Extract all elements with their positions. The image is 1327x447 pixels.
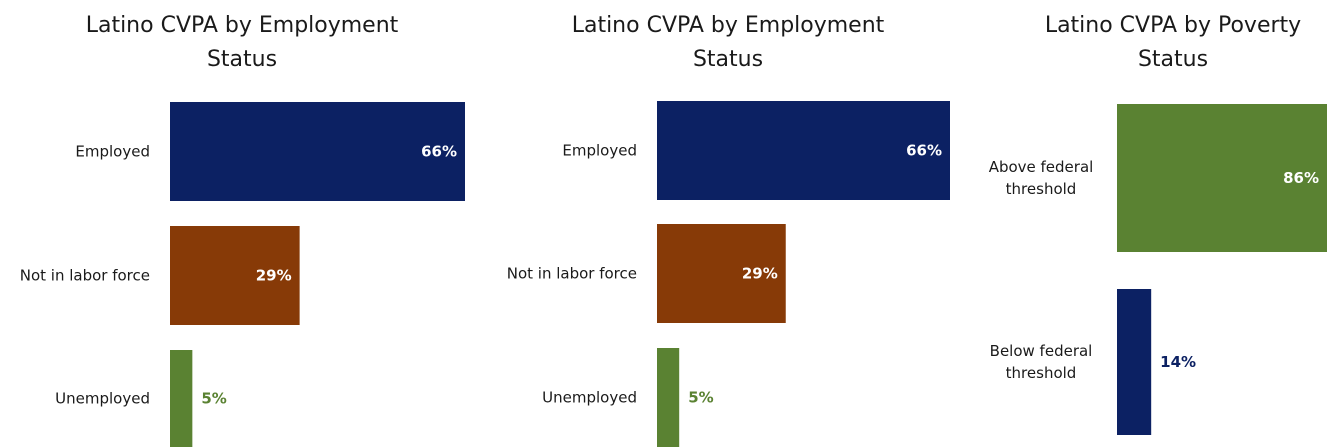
chart-title: Latino CVPA by Poverty Status <box>1045 13 1301 72</box>
category-label: Below federal threshold <box>990 342 1093 382</box>
category-label-line: threshold <box>1006 180 1077 198</box>
chart-title-line: Status <box>207 47 277 72</box>
chart-title-line: Latino CVPA by Employment <box>86 13 399 38</box>
category-label: Employed <box>562 142 637 160</box>
chart-title: Latino CVPA by Employment Status <box>86 13 399 72</box>
bar-unemployed <box>170 350 193 447</box>
value-label: 29% <box>742 265 778 283</box>
chart-1: Latino CVPA by Employment Status Employed 6… <box>20 13 465 447</box>
category-label: Above federal threshold <box>989 158 1094 198</box>
bar-not-in-labor-force <box>657 224 786 323</box>
bar-not-in-labor-force <box>170 226 300 325</box>
category-label: Not in labor force <box>20 267 150 285</box>
value-label: 5% <box>688 389 713 407</box>
chart-title-line: Status <box>1138 47 1208 72</box>
chart-title-line: Latino CVPA by Poverty <box>1045 13 1301 38</box>
bar-unemployed <box>657 348 680 447</box>
value-label: 29% <box>256 267 292 285</box>
chart-3: Latino CVPA by Poverty Status Above federa… <box>989 13 1327 435</box>
value-label: 5% <box>201 390 226 408</box>
category-label-line: Not in labor force <box>20 267 150 285</box>
category-label-line: threshold <box>1006 364 1077 382</box>
value-label: 66% <box>421 143 457 161</box>
category-label: Unemployed <box>55 390 150 408</box>
category-label: Unemployed <box>542 389 637 407</box>
category-label-line: Employed <box>562 142 637 160</box>
chart-2: Latino CVPA by Employment Status Employed 6… <box>507 13 950 447</box>
chart-title-line: Status <box>693 47 763 72</box>
bar-above-federal-threshold <box>1117 104 1327 252</box>
chart-title: Latino CVPA by Employment Status <box>572 13 885 72</box>
category-label-line: Unemployed <box>55 390 150 408</box>
bar-employed <box>170 102 465 201</box>
category-label-line: Employed <box>75 143 150 161</box>
value-label: 14% <box>1160 353 1196 371</box>
value-label: 86% <box>1283 169 1319 187</box>
category-label: Not in labor force <box>507 265 637 283</box>
category-label-line: Not in labor force <box>507 265 637 283</box>
category-label-line: Below federal <box>990 342 1093 360</box>
value-label: 66% <box>906 142 942 160</box>
category-label: Employed <box>75 143 150 161</box>
bar-below-federal-threshold <box>1117 289 1152 435</box>
bar-employed <box>657 101 950 200</box>
chart-title-line: Latino CVPA by Employment <box>572 13 885 38</box>
category-label-line: Unemployed <box>542 389 637 407</box>
category-label-line: Above federal <box>989 158 1094 176</box>
